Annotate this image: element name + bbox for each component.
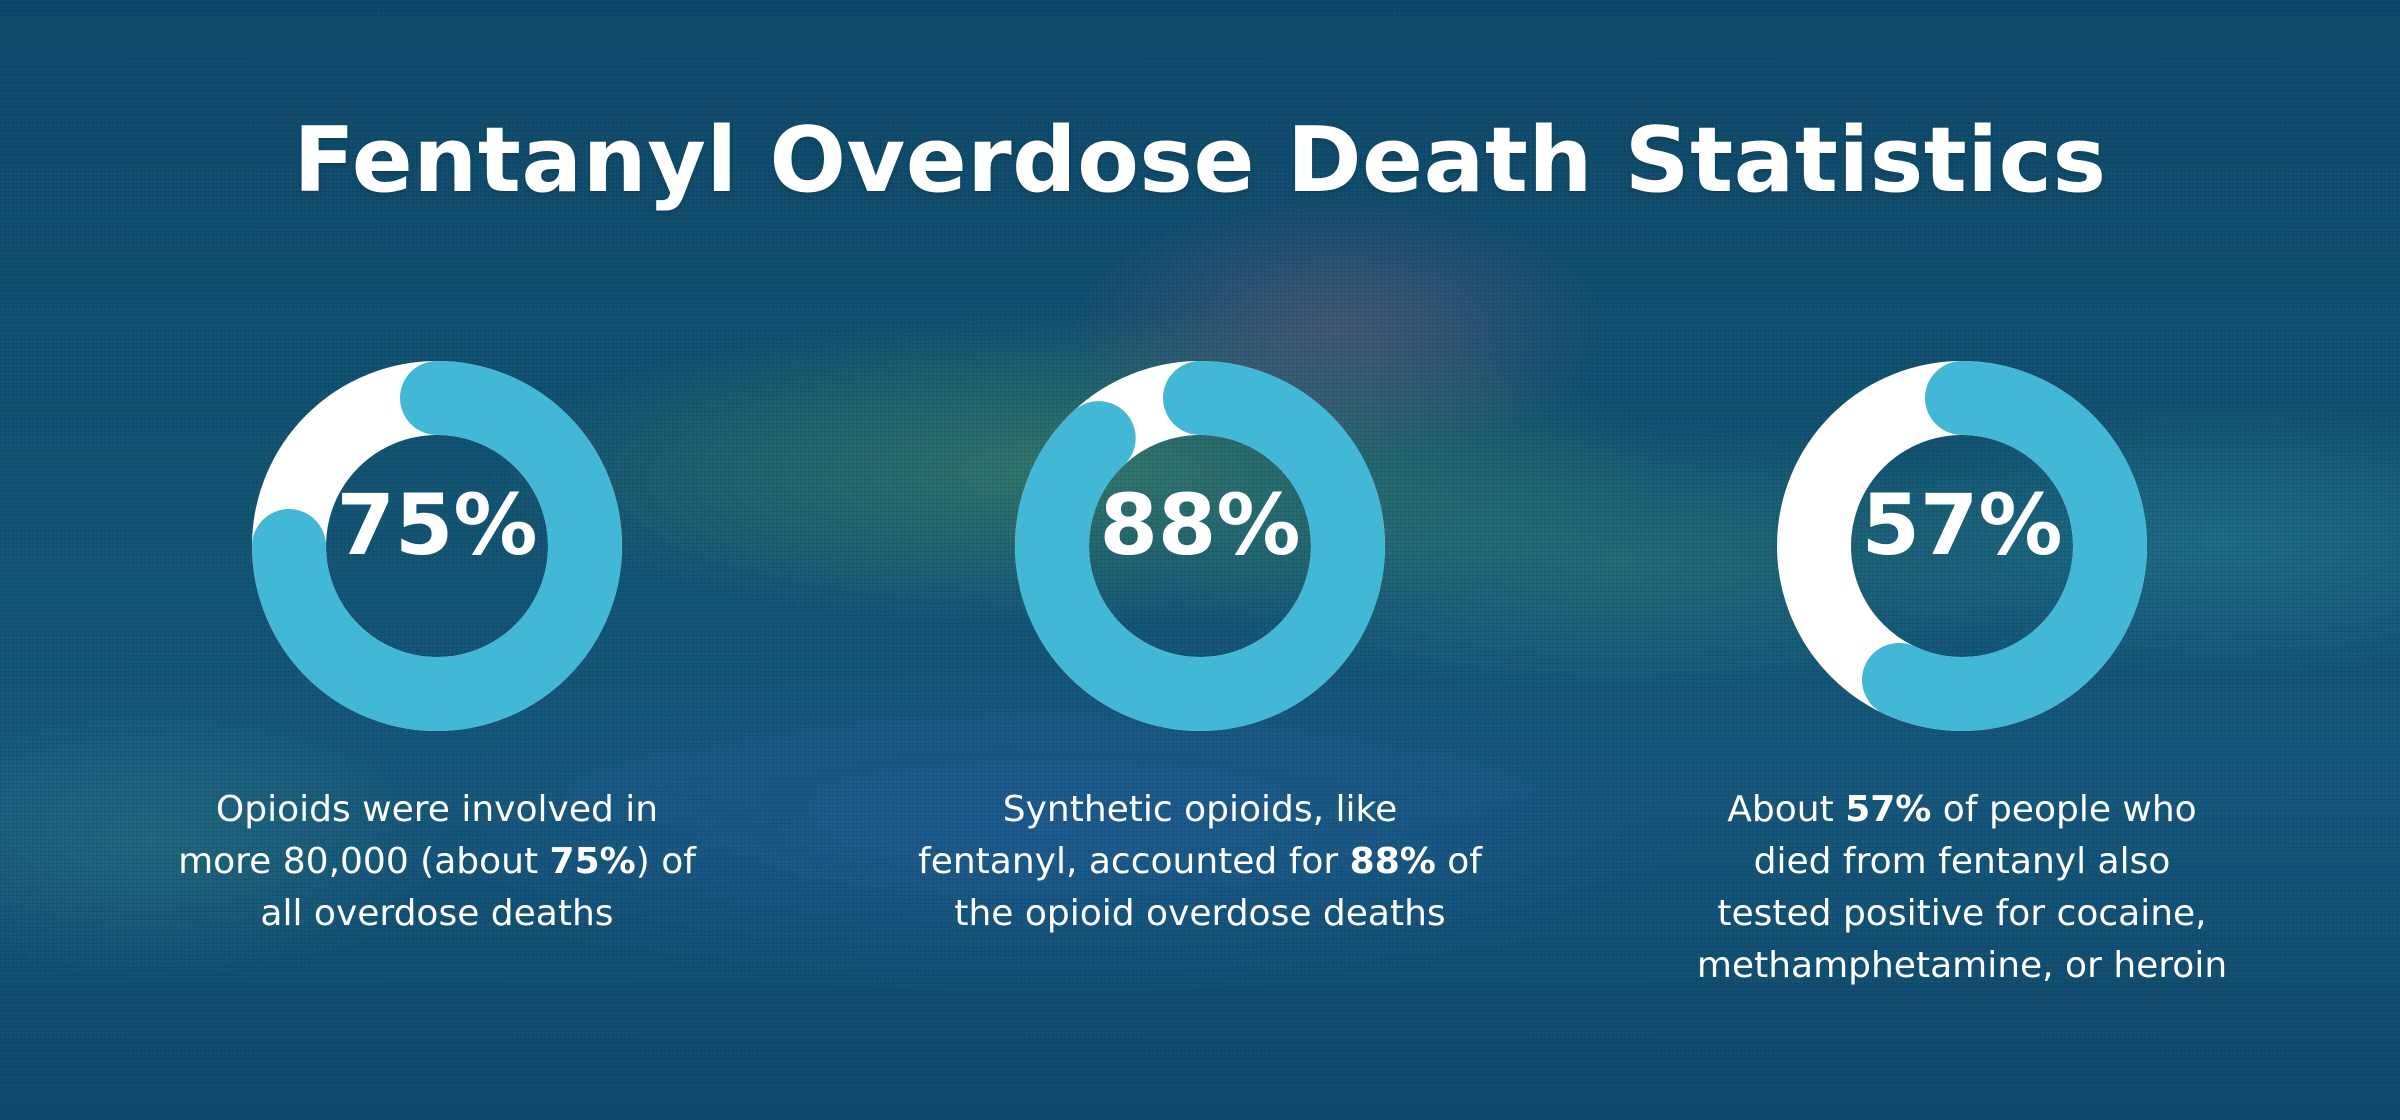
caption-line: all overdose deaths [260,893,614,934]
caption-line: methamphetamine, or heroin [1696,945,2228,986]
caption-line: more 80,000 (about 75%) of [137,836,737,888]
donut-chart-75 [252,361,622,731]
caption-text: of [1435,841,1482,882]
stat-card-polysubstance: 57% About 57% of people who died from fe… [1662,350,2262,1010]
caption-text: of people who [1931,789,2197,830]
caption-line: the opioid overdose deaths [954,893,1446,934]
caption-text: more 80,000 (about [178,841,550,882]
caption-text: About [1727,789,1846,830]
stat-card-opioids: 75% Opioids were involved in more 80,000… [137,350,737,1010]
caption-highlight: 75% [549,841,636,882]
caption-line: died from fentanyl also [1753,841,2171,882]
caption-line: About 57% of people who [1662,784,2262,836]
stat-percentage: 57% [1861,476,2063,574]
caption-line: fentanyl, accounted for 88% of [900,836,1500,888]
stat-caption: Opioids were involved in more 80,000 (ab… [137,784,737,940]
caption-text: fentanyl, accounted for [918,841,1350,882]
donut-chart-88 [1015,361,1385,731]
donut-value-arc [1861,361,2147,731]
caption-highlight: 88% [1349,841,1436,882]
donut-chart-57 [1777,361,2147,731]
caption-line: tested positive for cocaine, [1717,893,2207,934]
caption-line: Opioids were involved in [215,789,659,830]
caption-highlight: 57% [1845,789,1932,830]
stat-percentage: 75% [336,476,538,574]
donut-value-arc [1015,361,1385,731]
stat-percentage: 88% [1099,476,1301,574]
page-title: Fentanyl Overdose Death Statistics [293,108,2107,213]
stat-caption: Synthetic opioids, like fentanyl, accoun… [900,784,1500,940]
stat-card-synthetic-opioids: 88% Synthetic opioids, like fentanyl, ac… [900,350,1500,1010]
stat-caption: About 57% of people who died from fentan… [1662,784,2262,992]
caption-text: ) of [635,841,696,882]
donut-value-arc [252,361,622,731]
caption-line: Synthetic opioids, like [1002,789,1398,830]
